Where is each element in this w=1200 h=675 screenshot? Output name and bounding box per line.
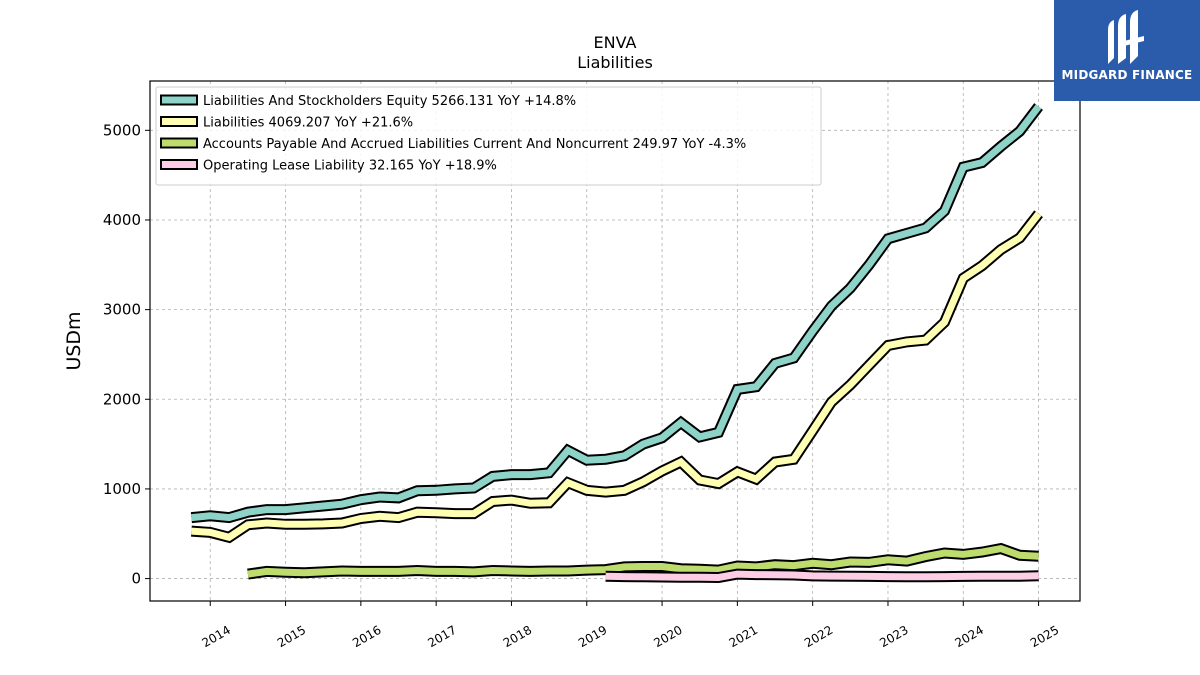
x-tick-label: 2020 <box>651 623 684 650</box>
y-tick-label: 4000 <box>103 211 141 229</box>
series-line <box>605 570 1039 582</box>
chart-title: ENVA <box>594 33 637 52</box>
x-tick-label: 2024 <box>953 623 986 650</box>
series-line <box>191 104 1042 522</box>
chart-subtitle: Liabilities <box>577 53 653 72</box>
legend: Liabilities And Stockholders Equity 5266… <box>155 86 822 186</box>
series-line <box>247 544 1039 578</box>
y-tick-label: 3000 <box>103 301 141 319</box>
midgard-finance-logo: MIDGARD FINANCE <box>1054 0 1200 101</box>
y-axis: 0 1000 2000 3000 4000 5000 <box>103 121 150 588</box>
x-tick-label: 2019 <box>576 623 609 650</box>
x-tick-label: 2025 <box>1028 623 1061 650</box>
x-tick-label: 2018 <box>501 623 534 650</box>
x-tick-label: 2023 <box>877 623 910 650</box>
legend-item: Accounts Payable And Accrued Liabilities… <box>160 137 746 152</box>
x-tick-label: 2021 <box>727 623 760 650</box>
legend-label: Accounts Payable And Accrued Liabilities… <box>203 137 746 152</box>
legend-swatch <box>160 159 198 170</box>
legend-swatch <box>160 116 198 127</box>
logo-text: MIDGARD FINANCE <box>1061 68 1193 82</box>
legend-swatch <box>160 137 198 149</box>
y-axis-label: USDm <box>63 311 85 370</box>
x-tick-label: 2014 <box>200 623 233 650</box>
y-tick-label: 1000 <box>103 480 141 498</box>
x-tick-label: 2017 <box>425 623 458 650</box>
legend-label: Operating Lease Liability 32.165 YoY +18… <box>203 159 497 174</box>
legend-swatch <box>160 94 198 106</box>
legend-item: Liabilities And Stockholders Equity 5266… <box>160 94 576 109</box>
x-tick-label: 2016 <box>350 623 383 650</box>
midgard-logo-mark-icon <box>1108 10 1144 64</box>
legend-item: Liabilities 4069.207 YoY +21.6% <box>160 116 413 131</box>
y-tick-label: 0 <box>131 570 141 588</box>
legend-label: Liabilities 4069.207 YoY +21.6% <box>203 116 413 131</box>
x-tick-label: 2022 <box>802 623 835 650</box>
series-2 <box>191 210 1043 544</box>
legend-item: Operating Lease Liability 32.165 YoY +18… <box>160 159 497 174</box>
x-tick-label: 2015 <box>275 623 308 650</box>
series-1 <box>190 103 1043 524</box>
plot-frame <box>149 80 1081 602</box>
y-tick-label: 2000 <box>103 390 141 408</box>
series-3 <box>247 542 1039 580</box>
series-layer <box>190 103 1043 584</box>
series-line <box>191 211 1042 542</box>
legend-label: Liabilities And Stockholders Equity 5266… <box>203 94 576 109</box>
series-4 <box>605 568 1039 584</box>
y-tick-label: 5000 <box>103 121 141 139</box>
x-axis: 2014 2015 2016 2017 2018 2019 2020 2021 2022 2023… <box>200 601 1061 650</box>
legend-box <box>155 86 822 186</box>
